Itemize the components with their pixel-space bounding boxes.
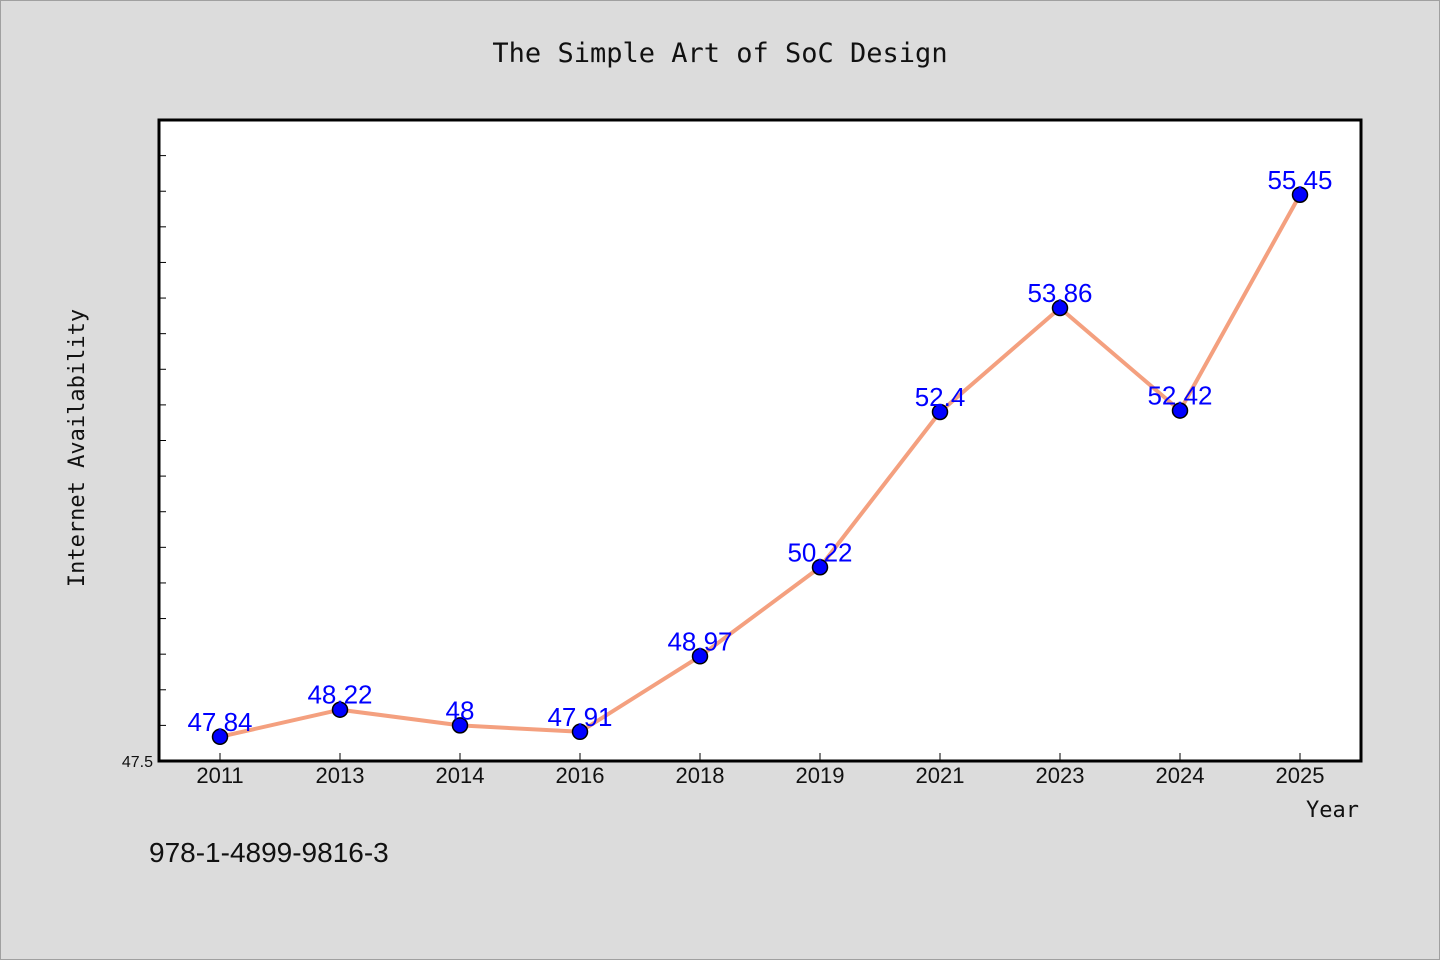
y-axis-ticks: [159, 155, 166, 726]
data-label: 47.91: [547, 702, 612, 732]
chart-title: The Simple Art of SoC Design: [492, 38, 947, 69]
data-label: 53.86: [1027, 278, 1092, 308]
series-group: 47.84 48.22 48 47.91 48.97 50.22 52.4 53.86 52.4…: [187, 165, 1333, 746]
data-point: [211, 728, 229, 746]
x-tick-label: 2018: [676, 763, 725, 788]
plot-area: [157, 118, 1363, 763]
x-tick-label: 2025: [1276, 763, 1325, 788]
data-label: 55.45: [1267, 165, 1332, 195]
x-tick-label: 2023: [1036, 763, 1085, 788]
isbn-text: 978-1-4899-9816-3: [149, 837, 389, 868]
data-point: [451, 717, 469, 734]
data-label: 52.4: [915, 382, 966, 412]
data-point: [691, 648, 709, 665]
data-point: [571, 723, 589, 741]
x-tick-label: 2021: [916, 763, 965, 788]
series-line: [219, 193, 1302, 739]
y-axis-label: Internet Availability: [65, 309, 90, 587]
data-label: 48: [446, 695, 475, 725]
x-axis-label: Year: [1306, 798, 1359, 823]
x-axis-ticks: 2011 2013 2014 2016 2018 2019 2021 2023 2024 2025: [196, 753, 1324, 788]
data-label: 48.97: [667, 626, 732, 656]
data-point: [1171, 402, 1189, 419]
data-label: 50.22: [787, 537, 852, 567]
y-tick-label: 47.5: [122, 754, 153, 771]
x-tick-label: 2016: [556, 763, 605, 788]
data-label: 47.84: [187, 707, 252, 737]
x-tick-label: 2013: [316, 763, 365, 788]
x-tick-label: 2014: [436, 763, 485, 788]
data-point: [931, 403, 949, 421]
data-point: [811, 559, 829, 576]
data-label: 52.42: [1147, 381, 1212, 411]
x-tick-label: 2011: [196, 763, 243, 788]
x-tick-label: 2019: [796, 763, 845, 788]
data-point: [331, 701, 349, 718]
data-point: [1051, 299, 1069, 317]
data-label: 48.22: [307, 680, 372, 710]
data-point: [1291, 186, 1309, 204]
x-tick-label: 2024: [1156, 763, 1205, 788]
